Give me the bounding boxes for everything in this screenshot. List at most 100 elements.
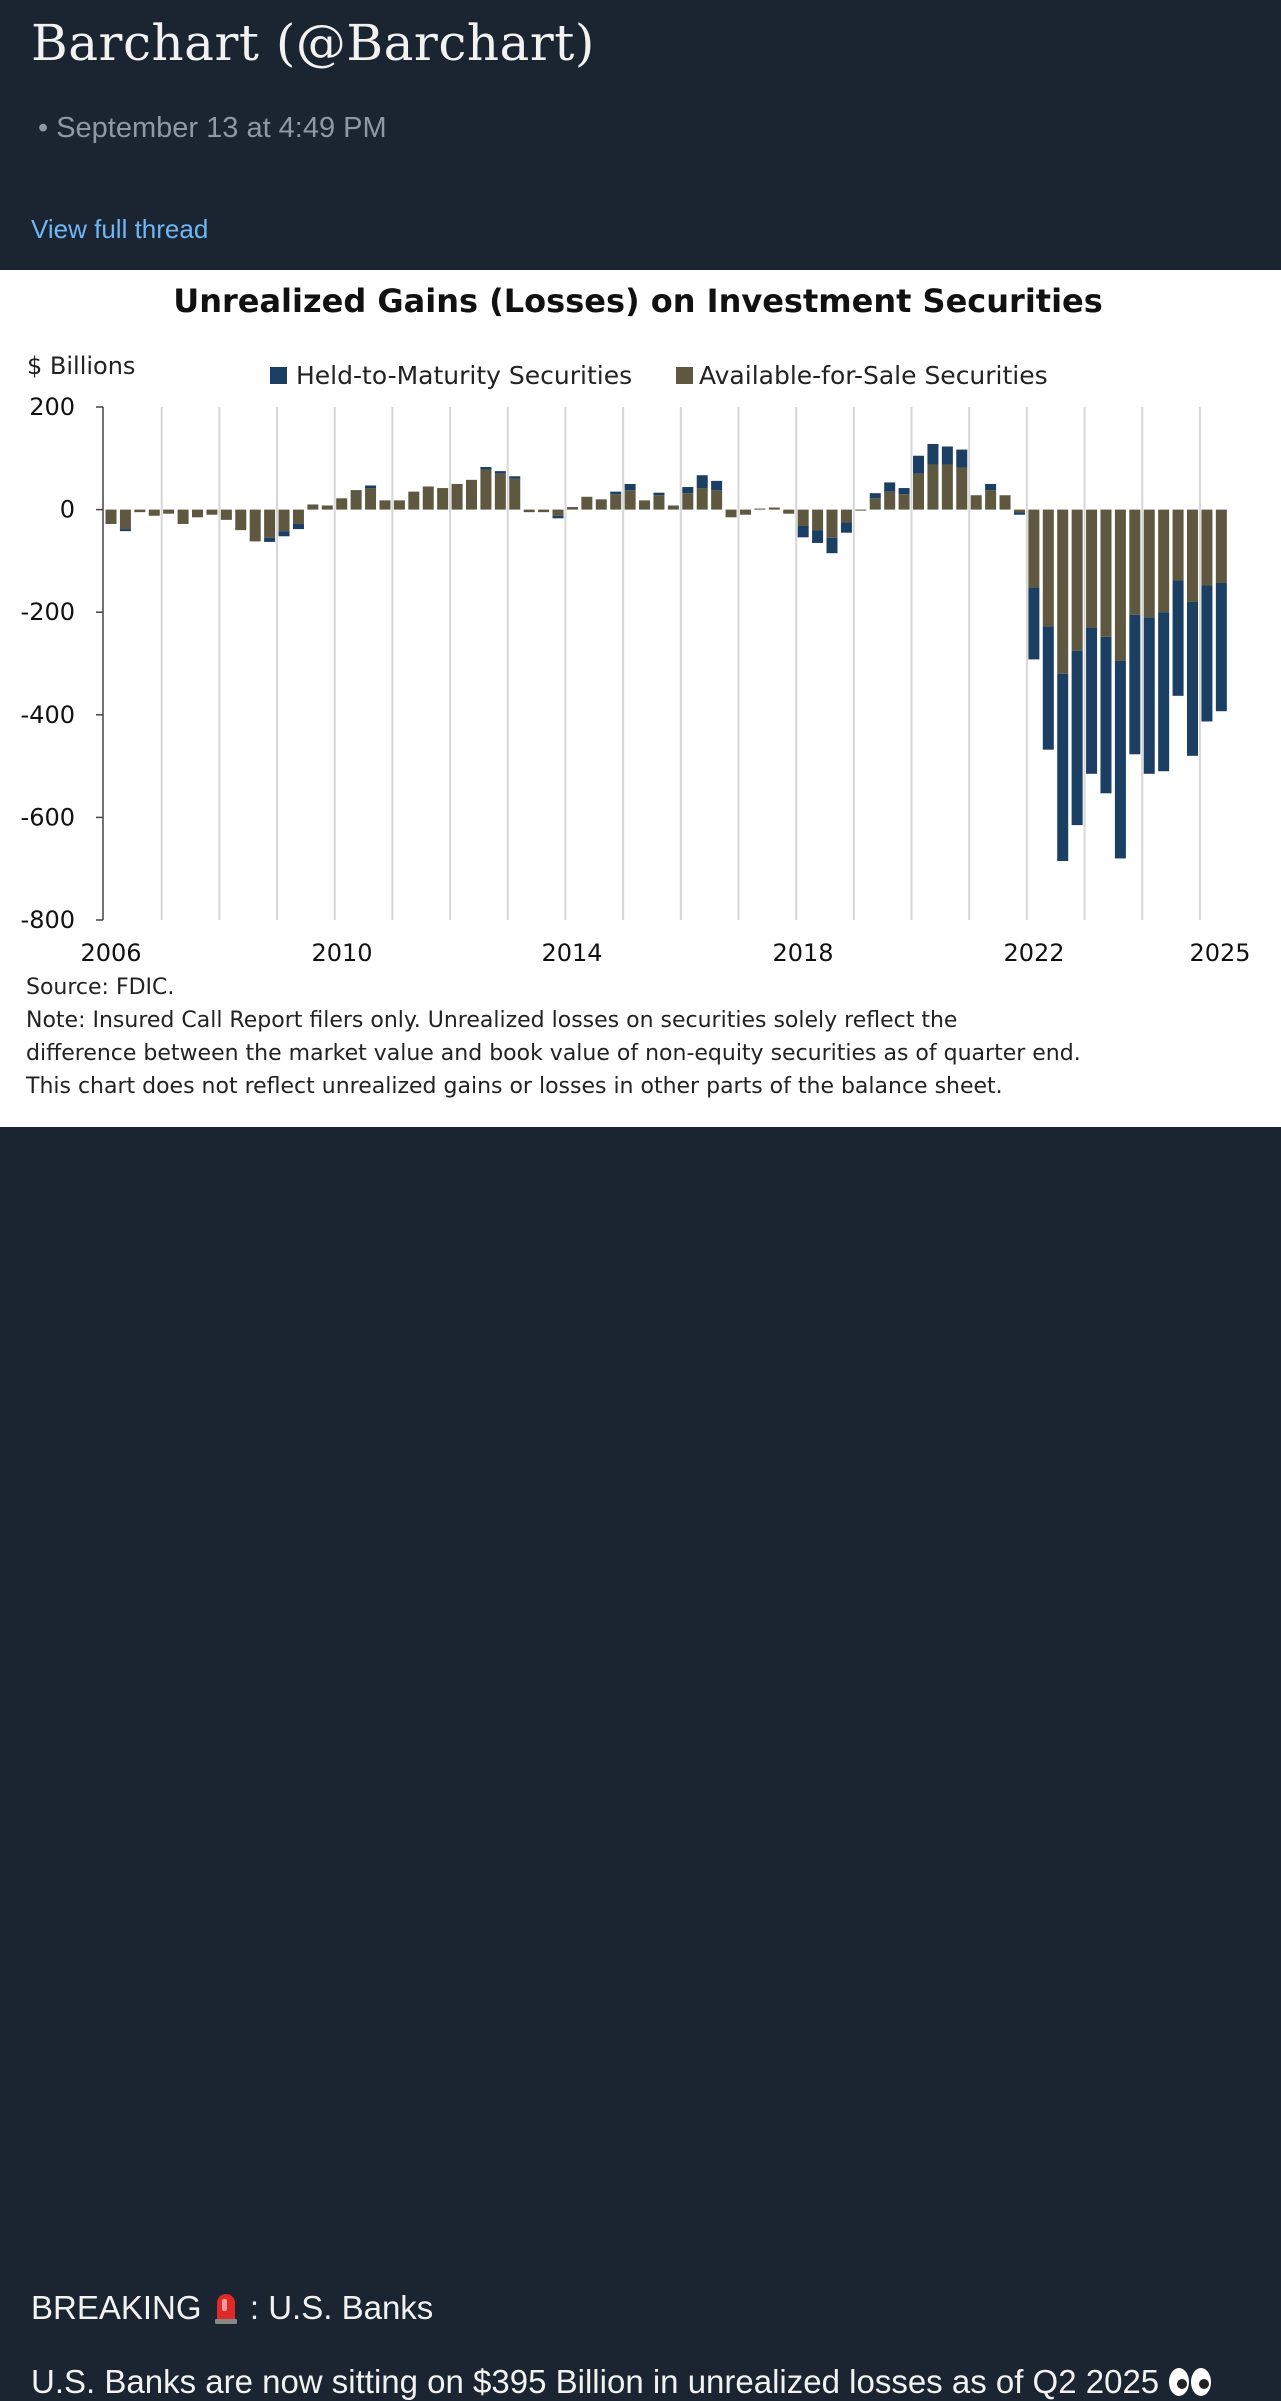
bar-afs — [783, 509, 795, 514]
bar-afs — [1201, 509, 1213, 586]
bar-htm — [509, 476, 521, 479]
bar-afs — [1013, 509, 1025, 513]
bar-afs — [278, 509, 290, 532]
chart-svg: Unrealized Gains (Losses) on Investment … — [21, 282, 1251, 1099]
bar-afs — [1086, 509, 1098, 628]
bar-htm — [1013, 512, 1025, 515]
bar-afs — [422, 486, 434, 510]
bar-afs — [696, 488, 708, 510]
note-line: This chart does not reflect unrealized g… — [25, 1074, 1003, 1099]
bar-htm — [1100, 636, 1112, 794]
bar-htm — [840, 522, 852, 533]
post-body: BREAKING : U.S. Banks U.S. Banks are now… — [0, 1127, 1281, 2400]
bar-afs — [264, 509, 276, 538]
bar-afs — [1143, 509, 1155, 618]
view-full-thread-link[interactable]: View full thread — [31, 214, 209, 244]
bar-htm — [898, 488, 910, 495]
bar-afs — [913, 473, 925, 510]
bar-afs — [393, 500, 405, 510]
bar-afs — [725, 509, 737, 518]
bar-afs — [235, 509, 247, 531]
bar-htm — [1215, 582, 1227, 712]
bar-afs — [307, 504, 319, 510]
bar-afs — [581, 496, 593, 510]
tweet-text: U.S. Banks are now sitting on $395 Billi… — [31, 2363, 1212, 2401]
bar-afs — [134, 509, 146, 513]
bar-htm — [610, 491, 622, 495]
gridlines — [160, 407, 1201, 920]
bar-afs — [855, 509, 867, 511]
bar-htm — [1172, 580, 1184, 696]
bar-afs — [1187, 509, 1198, 602]
legend-label-afs: Available-for-Sale Securities — [699, 361, 1048, 390]
bar-afs — [970, 495, 982, 510]
bar-htm — [624, 483, 636, 491]
y-axis-label: $ Billions — [27, 352, 135, 380]
bar-afs — [985, 490, 997, 510]
bar-afs — [1028, 509, 1040, 588]
bar-afs — [379, 500, 391, 510]
chart-title: Unrealized Gains (Losses) on Investment … — [173, 282, 1103, 320]
bar-afs — [667, 505, 679, 510]
bar-htm — [956, 449, 968, 468]
bar-afs — [350, 490, 362, 510]
bar-afs — [437, 488, 449, 510]
bar-htm — [480, 467, 492, 470]
author-name[interactable]: Barchart (@Barchart) — [31, 14, 595, 72]
bar-afs — [826, 509, 838, 538]
y-tick-label: -600 — [21, 803, 75, 831]
bar-htm — [927, 443, 939, 465]
bar-afs — [768, 507, 780, 510]
bar-afs — [1158, 509, 1170, 613]
bar-afs — [1100, 509, 1112, 637]
bar-afs — [840, 509, 852, 523]
bar-afs — [682, 493, 694, 510]
bar-afs — [105, 509, 117, 524]
bar-htm — [1129, 614, 1141, 755]
bar-afs — [812, 509, 824, 531]
bar-afs — [1215, 509, 1227, 583]
x-tick-label: 2018 — [772, 939, 833, 967]
bar-afs — [927, 464, 939, 510]
bar-afs — [220, 509, 232, 520]
bar-afs — [1129, 509, 1141, 615]
chart-image: Unrealized Gains (Losses) on Investment … — [0, 270, 1281, 1127]
bar-htm — [494, 471, 506, 474]
bar-afs — [595, 499, 607, 510]
chart-note: Note: Insured Call Report filers only. U… — [25, 1008, 1081, 1099]
x-tick-label: 2014 — [541, 939, 602, 967]
bar-afs — [1042, 509, 1054, 627]
bar-htm — [1158, 612, 1170, 772]
bar-afs — [1057, 509, 1069, 674]
bar-afs — [1071, 509, 1083, 651]
bar-afs — [624, 490, 636, 510]
bar-afs — [177, 509, 189, 524]
bar-htm — [292, 523, 304, 530]
bar-afs — [249, 509, 261, 542]
bar-htm — [552, 515, 564, 519]
bar-afs — [480, 469, 492, 510]
y-tick-label: -400 — [21, 701, 75, 729]
bar-afs — [408, 491, 420, 510]
bar-afs — [999, 495, 1011, 510]
x-tick-label: 2010 — [311, 939, 372, 967]
bar-htm — [696, 475, 708, 489]
bar-htm — [682, 487, 694, 494]
bars — [105, 443, 1227, 862]
eyes-icon — [1169, 2368, 1212, 2396]
bar-afs — [941, 464, 953, 510]
post-timestamp[interactable]: • September 13 at 4:49 PM — [38, 112, 387, 144]
x-tick-label: 2006 — [80, 939, 141, 967]
legend-swatch-afs — [676, 367, 693, 384]
bar-htm — [1042, 626, 1054, 750]
bar-afs — [610, 494, 622, 510]
bar-afs — [336, 498, 348, 510]
bar-afs — [653, 495, 665, 510]
x-tick-label: 2025 — [1189, 939, 1250, 967]
bar-afs — [711, 490, 723, 510]
bar-htm — [711, 480, 723, 491]
bar-afs — [552, 509, 564, 516]
bar-htm — [1071, 650, 1083, 826]
bar-afs — [206, 509, 218, 515]
breaking-line: BREAKING : U.S. Banks — [31, 2289, 433, 2327]
